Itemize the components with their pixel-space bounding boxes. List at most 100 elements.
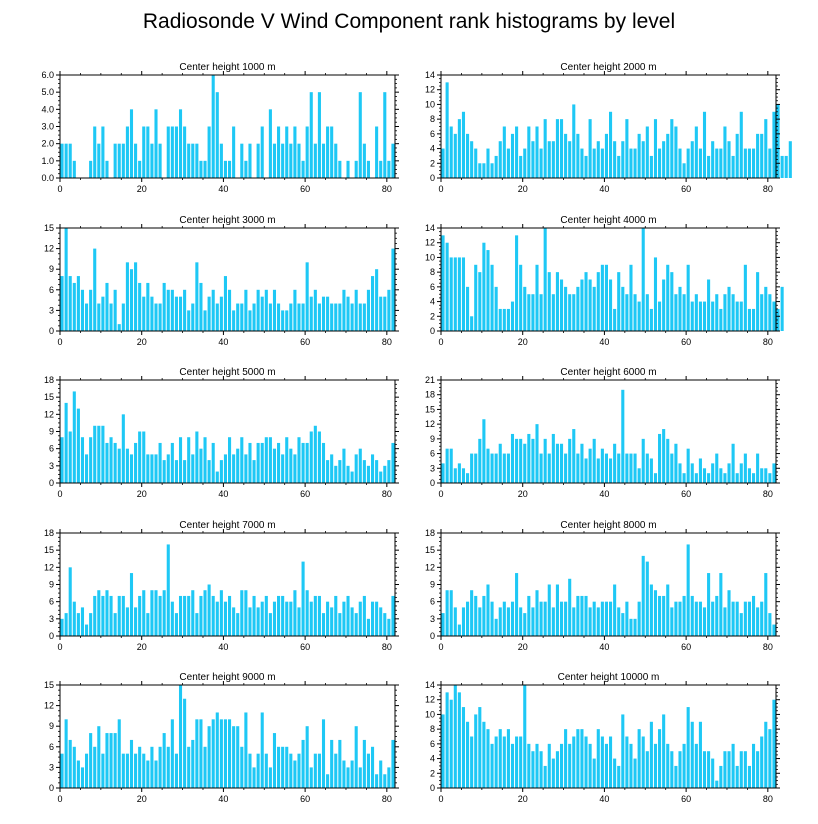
histogram-bar (600, 736, 604, 788)
histogram-bar (228, 719, 232, 788)
histogram-bar (678, 286, 682, 331)
x-tick-label: 40 (218, 489, 228, 499)
histogram-bar (354, 160, 358, 178)
histogram-bar (60, 753, 64, 788)
y-tick-label: 18 (425, 528, 435, 538)
histogram-bar (236, 448, 240, 483)
histogram-bar (338, 303, 342, 331)
histogram-bar (138, 282, 142, 331)
x-tick-label: 0 (438, 794, 443, 804)
histogram-bar (768, 729, 772, 788)
histogram-bar (711, 758, 715, 788)
histogram-bar (466, 133, 470, 178)
histogram-bar (502, 736, 506, 788)
histogram-bar (125, 607, 129, 636)
histogram-bar (760, 294, 764, 331)
histogram-bar (441, 613, 445, 636)
y-tick-label: 5.0 (41, 87, 54, 97)
histogram-bar (461, 707, 466, 788)
histogram-bar (342, 448, 346, 483)
x-tick-label: 80 (382, 337, 392, 347)
x-tick-label: 60 (681, 489, 691, 499)
histogram-bar (494, 736, 498, 788)
histogram-bar (146, 282, 150, 331)
histogram-bar (510, 133, 515, 178)
histogram-bar (338, 739, 342, 788)
histogram-bar (441, 235, 445, 331)
histogram-bar (702, 111, 707, 178)
histogram-bar (482, 721, 486, 788)
histogram-bar (76, 613, 80, 636)
histogram-bar (568, 578, 572, 636)
histogram-bar (117, 324, 121, 331)
histogram-bar (338, 613, 342, 636)
histogram-bar (776, 104, 780, 178)
histogram-bar (768, 613, 772, 636)
histogram-bar (252, 767, 256, 788)
histogram-bar (178, 296, 183, 331)
histogram-bar (694, 601, 698, 636)
x-tick-label: 20 (137, 184, 147, 194)
y-tick-label: 2 (430, 768, 435, 778)
histogram-bar (366, 160, 370, 178)
y-tick-label: 6 (49, 597, 54, 607)
histogram-bar (142, 431, 146, 483)
histogram-bar (768, 294, 772, 331)
histogram-bar (551, 433, 555, 483)
histogram-bar (756, 133, 760, 178)
y-tick-label: 0 (430, 631, 435, 641)
histogram-bar (784, 155, 788, 178)
histogram-bar (174, 126, 178, 178)
histogram-bar (441, 463, 445, 483)
histogram-bar (535, 264, 539, 331)
histogram-bar (690, 141, 694, 178)
histogram-bar (191, 590, 195, 636)
histogram-bar (719, 148, 723, 178)
x-tick-label: 60 (681, 642, 691, 652)
histogram-bar (580, 148, 584, 178)
histogram-bar (751, 308, 756, 331)
histogram-bar (240, 143, 244, 178)
histogram-bar (461, 468, 466, 483)
histogram-bar (584, 458, 588, 483)
histogram-bar (559, 743, 564, 788)
histogram-bar (268, 303, 272, 331)
histogram-bar (268, 613, 272, 636)
histogram-bar (281, 454, 285, 483)
histogram-bar (645, 453, 649, 483)
histogram-bar (457, 119, 461, 178)
x-tick-label: 20 (518, 794, 528, 804)
histogram-bar (256, 442, 260, 483)
histogram-bar (154, 454, 158, 483)
histogram-bar (715, 148, 719, 178)
histogram-bar (592, 601, 596, 636)
histogram-bar (760, 133, 764, 178)
histogram-bar (470, 736, 474, 788)
histogram-bar (195, 613, 199, 636)
y-tick-label: 3 (49, 461, 54, 471)
histogram-bar (555, 443, 559, 483)
histogram-bar (223, 276, 227, 331)
histogram-bar (453, 607, 457, 636)
histogram-bar (649, 458, 653, 483)
histogram-bar (260, 296, 264, 331)
histogram-bar (366, 465, 370, 483)
histogram-bar (76, 408, 80, 483)
histogram-bar (244, 160, 248, 178)
histogram-bar (158, 143, 162, 178)
y-tick-label: 0 (430, 326, 435, 336)
histogram-bar (379, 296, 383, 331)
histogram-bar (625, 294, 629, 331)
histogram-bar (441, 714, 445, 788)
y-tick-label: 21 (425, 375, 435, 385)
histogram-bar (478, 438, 482, 483)
histogram-bar (743, 264, 747, 331)
histogram-bar (498, 141, 502, 178)
histogram-bar (195, 262, 199, 331)
y-tick-label: 8 (430, 724, 435, 734)
panel-title: Center height 5000 m (179, 367, 275, 378)
histogram-bar (313, 425, 317, 483)
histogram-bar (629, 618, 633, 636)
histogram-bar (89, 613, 93, 636)
histogram-bar (199, 595, 203, 636)
